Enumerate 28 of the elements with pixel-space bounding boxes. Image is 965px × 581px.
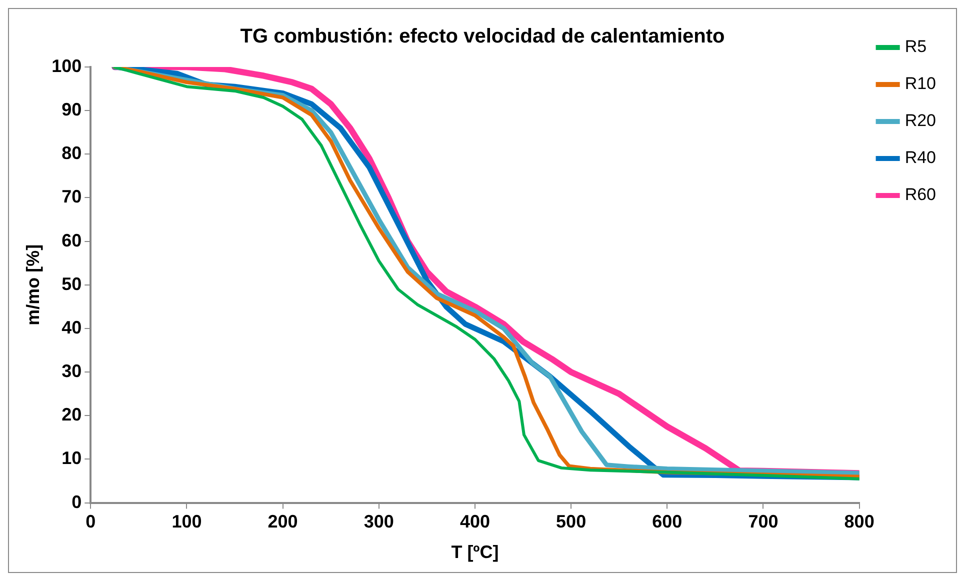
x-tick-label: 400: [460, 512, 490, 532]
chart-title: TG combustión: efecto velocidad de calentamiento: [240, 26, 725, 48]
legend-label: R10: [904, 74, 936, 94]
x-tick-label: 500: [556, 512, 586, 532]
y-tick-label: 10: [62, 448, 82, 468]
y-tick-label: 50: [62, 274, 82, 294]
y-tick-label: 100: [52, 56, 82, 76]
y-tick-label: 70: [62, 186, 82, 207]
legend-label: R5: [904, 37, 927, 56]
x-tick-label: 100: [172, 512, 202, 532]
x-tick-label: 200: [268, 512, 298, 532]
y-tick-label: 0: [72, 492, 82, 512]
y-tick-label: 80: [62, 143, 82, 164]
x-tick-label: 0: [86, 512, 96, 532]
y-tick-label: 30: [62, 361, 82, 382]
y-tick-label: 40: [62, 317, 82, 338]
y-tick-label: 60: [62, 230, 82, 250]
legend-label: R20: [904, 111, 936, 130]
y-tick-label: 90: [62, 100, 82, 120]
x-tick-label: 800: [844, 512, 874, 532]
x-axis-title: T [ºC]: [451, 542, 499, 562]
x-tick-label: 300: [364, 512, 394, 532]
x-tick-label: 700: [748, 512, 778, 532]
x-tick-label: 600: [652, 512, 682, 532]
y-axis-title: m/mo [%]: [22, 244, 43, 326]
y-tick-label: 20: [62, 404, 82, 425]
legend-label: R40: [904, 148, 936, 168]
legend-label: R60: [904, 185, 936, 204]
